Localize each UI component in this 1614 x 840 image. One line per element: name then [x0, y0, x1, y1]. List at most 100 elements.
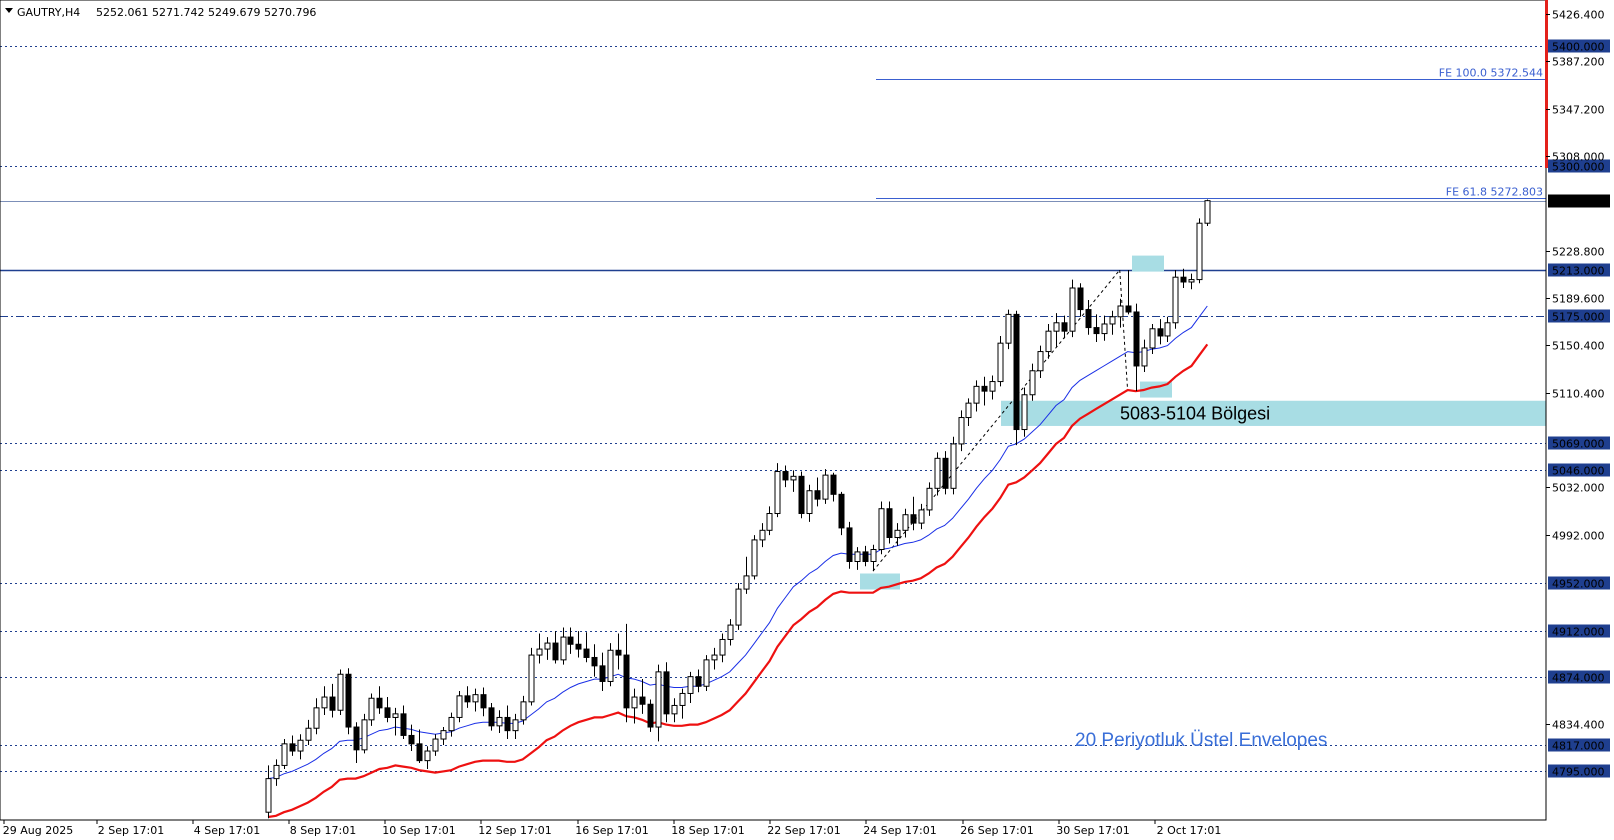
y-tick-label-5: 5189.600	[1552, 293, 1605, 306]
candle-body-92	[997, 342, 1004, 383]
candle-body-27	[480, 694, 487, 709]
y-tick-label-4: 5228.800	[1552, 246, 1605, 259]
current-price-tag-bg	[1548, 194, 1610, 208]
candle-body-60	[743, 575, 750, 590]
candle-body-99	[1053, 322, 1060, 332]
y-tick-label-2: 5347.200	[1552, 104, 1605, 117]
candle-body-8	[329, 696, 336, 711]
candle-body-101	[1069, 287, 1076, 332]
candle-body-28	[488, 707, 495, 727]
candle-body-108	[1125, 305, 1132, 313]
candle-body-41	[591, 656, 598, 667]
candle-body-37	[560, 636, 567, 661]
candle-body-1	[273, 764, 280, 780]
candle-body-9	[337, 673, 344, 711]
candle-body-53	[687, 676, 694, 694]
candle-body-38	[567, 636, 574, 645]
level-tag-label-0: 5400.000	[1552, 41, 1605, 54]
envelope-annotation: 20 Periyotluk Üstel Envelopes	[1075, 730, 1327, 751]
candle-body-116	[1188, 279, 1195, 283]
candle-body-47	[639, 696, 646, 705]
candle-body-100	[1061, 322, 1068, 332]
candle-body-42	[599, 665, 606, 682]
candle-body-21	[432, 738, 439, 752]
candle-body-103	[1085, 309, 1092, 329]
candle-body-89	[973, 385, 980, 404]
candle-body-107	[1117, 305, 1124, 318]
candle-body-70	[822, 474, 829, 500]
candle-body-65	[782, 471, 789, 481]
candle-body-2	[281, 743, 288, 766]
candle-body-87	[958, 417, 965, 445]
candle-body-35	[544, 642, 551, 650]
level-tag-label-8: 4874.000	[1552, 672, 1605, 685]
level-tag-bg-7	[1548, 624, 1610, 638]
envelope-lower-line	[267, 343, 1209, 819]
candle-body-29	[496, 716, 503, 727]
level-tag-bg-0	[1548, 39, 1610, 53]
level-tag-label-5: 5046.000	[1552, 465, 1605, 478]
candle-body-11	[353, 726, 360, 751]
level-tag-bg-9	[1548, 738, 1610, 752]
candle-body-102	[1077, 287, 1084, 311]
candle-body-32	[520, 701, 527, 721]
candle-body-0	[265, 778, 272, 813]
candle-body-81	[910, 514, 917, 524]
candle-body-24	[456, 695, 463, 718]
candle-body-57	[719, 638, 726, 656]
x-tick-label-12: 2 Oct 17:01	[1157, 824, 1222, 837]
candle-body-69	[814, 490, 821, 500]
candle-body-23	[448, 716, 455, 732]
horizontal-levels	[0, 46, 1546, 772]
x-tick-label-4: 10 Sep 17:01	[382, 824, 455, 837]
candle-body-118	[1204, 200, 1211, 224]
candle-body-115	[1180, 276, 1187, 283]
x-tick-label-2: 4 Sep 17:01	[194, 824, 260, 837]
candle-body-12	[361, 719, 368, 751]
candle-body-97	[1037, 351, 1044, 372]
y-axis: 5400.000 5300.000 5213.000 5175.000 5069.000…	[1546, 9, 1610, 779]
level-tag-label-6: 4952.000	[1552, 578, 1605, 591]
level-tag-label-1: 5300.000	[1552, 161, 1605, 174]
candle-body-80	[902, 514, 909, 531]
candle-body-51	[671, 704, 678, 715]
envelope-lines	[267, 305, 1209, 819]
candle-body-54	[695, 676, 702, 687]
candle-body-96	[1029, 370, 1036, 396]
candle-body-82	[918, 509, 925, 524]
x-tick-label-8: 22 Sep 17:01	[767, 824, 840, 837]
candle-body-56	[711, 654, 718, 661]
y-tick-label-6: 5150.400	[1552, 340, 1605, 353]
candle-body-110	[1141, 347, 1148, 367]
candle-body-34	[536, 648, 543, 656]
dropdown-triangle-icon[interactable]	[5, 8, 13, 13]
candle-body-117	[1196, 222, 1203, 281]
trendline-retrace	[1119, 269, 1129, 392]
x-tick-label-9: 24 Sep 17:01	[863, 824, 936, 837]
x-tick-label-7: 18 Sep 17:01	[671, 824, 744, 837]
candle-body-75	[862, 551, 869, 562]
candle-body-73	[846, 527, 853, 562]
level-tag-bg-1	[1548, 159, 1610, 173]
x-tick-label-6: 16 Sep 17:01	[575, 824, 648, 837]
candle-body-48	[647, 703, 654, 728]
candle-body-40	[583, 648, 590, 658]
y-tick-label-8: 5032.000	[1552, 482, 1605, 495]
candle-body-84	[934, 457, 941, 489]
y-tick-label-7: 5110.400	[1552, 388, 1605, 401]
candle-body-63	[766, 513, 773, 531]
candle-body-72	[838, 493, 845, 529]
candle-body-46	[631, 696, 638, 709]
level-tag-label-7: 4912.000	[1552, 626, 1605, 639]
candle-body-95	[1021, 394, 1028, 431]
x-tick-label-1: 2 Sep 17:01	[98, 824, 164, 837]
y-tick-label-0: 5426.400	[1552, 9, 1605, 22]
y-tick-label-1: 5387.200	[1552, 56, 1605, 69]
candle-body-67	[798, 475, 805, 515]
candle-body-45	[623, 654, 630, 709]
candle-body-20	[424, 750, 431, 762]
y-tick-label-9: 4992.000	[1552, 530, 1605, 543]
candle-body-114	[1172, 276, 1179, 324]
candle-body-68	[806, 490, 813, 515]
